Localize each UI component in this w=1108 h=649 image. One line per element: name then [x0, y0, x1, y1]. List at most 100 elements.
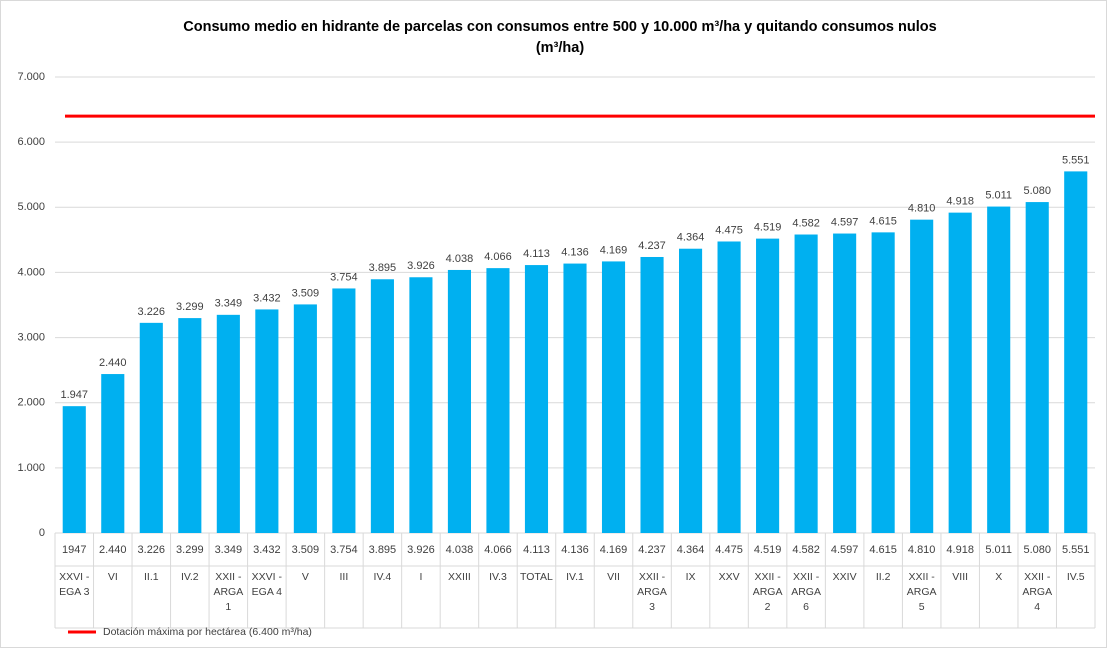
- table-value: 4.136: [561, 544, 589, 556]
- value-label: 4.066: [484, 251, 512, 263]
- bar: [447, 269, 471, 533]
- bar: [756, 238, 780, 533]
- table-value: 4.918: [946, 544, 974, 556]
- bar: [178, 318, 202, 533]
- bar: [1025, 202, 1049, 533]
- x-tick-label: IV.3: [489, 571, 507, 583]
- bar: [948, 212, 972, 533]
- bar: [139, 322, 163, 533]
- x-tick-label: II.1: [143, 571, 159, 583]
- value-label: 1.947: [60, 389, 88, 401]
- y-tick-label: 4.000: [17, 266, 45, 278]
- table-value: 3.926: [407, 544, 435, 556]
- table-value: 4.169: [600, 544, 628, 556]
- value-label: 4.519: [754, 222, 782, 234]
- value-label: 4.364: [677, 232, 705, 244]
- value-label: 4.237: [638, 240, 666, 252]
- bar: [987, 206, 1011, 533]
- bar: [486, 268, 510, 533]
- bar: [332, 288, 356, 533]
- table-value: 4.364: [677, 544, 705, 556]
- table-value: 3.509: [292, 544, 320, 556]
- table-value: 3.432: [253, 544, 281, 556]
- x-tick-label: III: [339, 571, 349, 583]
- bar: [524, 265, 549, 533]
- table-value: 4.237: [638, 544, 666, 556]
- x-tick-label: IV.1: [566, 571, 584, 583]
- x-tick-label: XXII - ARGA 4: [1022, 571, 1053, 613]
- table-value: 3.299: [176, 544, 204, 556]
- x-tick-label: XXIV: [832, 571, 857, 583]
- x-tick-label: TOTAL: [520, 571, 553, 583]
- bar: [640, 256, 664, 533]
- value-label: 4.038: [446, 253, 474, 265]
- bar: [601, 261, 626, 533]
- x-tick-label: IV.2: [180, 571, 199, 583]
- x-tick-label: VII: [607, 571, 620, 583]
- value-label: 4.918: [946, 196, 974, 208]
- value-label: 5.551: [1062, 154, 1090, 166]
- value-label: 3.926: [407, 260, 435, 272]
- table-value: 5.080: [1023, 544, 1051, 556]
- chart-title: (m³/ha): [536, 40, 585, 56]
- value-label: 3.432: [253, 292, 281, 304]
- x-tick-label: X: [995, 571, 1003, 583]
- x-tick-label: XXVI - EGA 4: [251, 571, 283, 598]
- table-value: 5.011: [985, 544, 1012, 556]
- chart-title: Consumo medio en hidrante de parcelas co…: [183, 19, 936, 35]
- value-label: 4.169: [600, 244, 628, 256]
- legend-label: Dotación máxima por hectárea (6.400 m³/h…: [103, 626, 312, 638]
- bar: [255, 309, 279, 533]
- table-value: 2.440: [99, 544, 127, 556]
- y-tick-label: 3.000: [17, 331, 45, 343]
- table-value: 4.066: [484, 544, 512, 556]
- bar: [293, 304, 317, 533]
- y-tick-label: 0: [39, 527, 45, 539]
- x-tick-label: II.2: [875, 571, 891, 583]
- bar: [101, 374, 125, 533]
- y-tick-label: 5.000: [17, 201, 45, 213]
- x-tick-label: XXVI - EGA 3: [59, 571, 90, 598]
- value-label: 4.113: [523, 248, 550, 260]
- table-value: 3.226: [138, 544, 166, 556]
- y-tick-label: 7.000: [17, 71, 45, 83]
- bar: [563, 263, 587, 533]
- value-label: 4.615: [869, 215, 897, 227]
- table-value: 4.038: [446, 544, 474, 556]
- bar: [62, 406, 86, 533]
- x-tick-label: VIII: [952, 571, 969, 583]
- table-value: 4.475: [715, 544, 743, 556]
- x-tick-label: IX: [685, 571, 696, 583]
- x-tick-label: I: [419, 571, 423, 583]
- value-label: 3.226: [138, 306, 166, 318]
- y-tick-label: 1.000: [17, 462, 45, 474]
- table-value: 3.754: [330, 544, 358, 556]
- value-label: 4.475: [715, 224, 743, 236]
- value-label: 3.509: [292, 287, 320, 299]
- value-label: 3.299: [176, 301, 204, 313]
- bar: [794, 234, 818, 533]
- table-value: 4.519: [754, 544, 782, 556]
- value-label: 3.895: [369, 262, 397, 274]
- value-label: 3.349: [215, 298, 243, 310]
- x-tick-label: V: [301, 571, 309, 583]
- table-value: 4.113: [523, 544, 550, 556]
- x-tick-label: XXII - ARGA 6: [791, 571, 821, 613]
- value-label: 2.440: [99, 357, 127, 369]
- x-tick-label: XXII - ARGA 5: [906, 571, 937, 613]
- bar: [910, 219, 934, 534]
- bar: [409, 277, 433, 533]
- x-tick-label: XXII - ARGA 2: [752, 571, 783, 613]
- table-value: 3.895: [369, 544, 397, 556]
- bar: [216, 314, 240, 533]
- x-tick-label: XXV: [718, 571, 740, 583]
- y-tick-label: 6.000: [17, 136, 45, 148]
- bar: [1064, 171, 1088, 533]
- value-label: 4.597: [831, 216, 859, 228]
- table-value: 4.597: [831, 544, 859, 556]
- value-label: 4.810: [908, 203, 936, 215]
- table-value: 1947: [62, 544, 86, 556]
- table-value: 4.615: [869, 544, 897, 556]
- bar: [679, 248, 703, 534]
